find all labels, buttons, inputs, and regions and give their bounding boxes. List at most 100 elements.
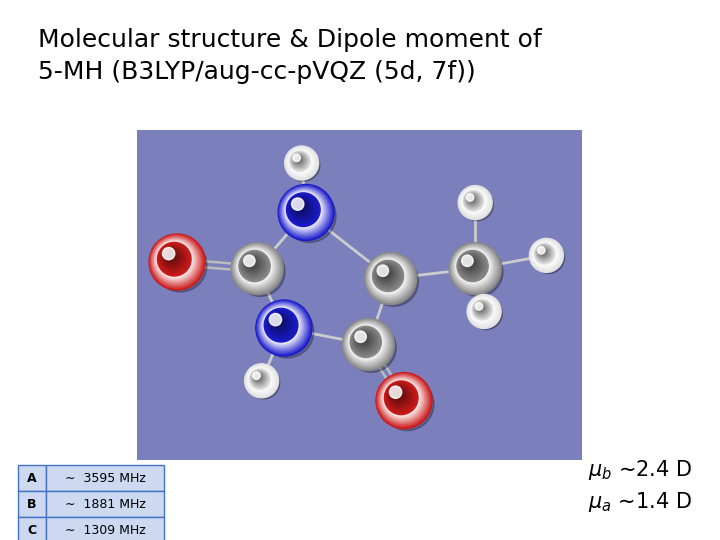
Circle shape — [475, 303, 487, 315]
Circle shape — [464, 191, 482, 210]
Circle shape — [466, 193, 480, 207]
Circle shape — [165, 249, 179, 264]
Circle shape — [292, 198, 311, 218]
Circle shape — [285, 192, 322, 228]
Circle shape — [264, 307, 300, 344]
Circle shape — [294, 155, 304, 165]
Circle shape — [163, 249, 181, 266]
Circle shape — [533, 241, 558, 267]
Circle shape — [243, 254, 264, 275]
Circle shape — [469, 197, 474, 201]
Circle shape — [295, 157, 300, 162]
Circle shape — [385, 382, 416, 413]
Circle shape — [396, 393, 399, 395]
Circle shape — [539, 247, 549, 258]
Circle shape — [295, 201, 306, 213]
Circle shape — [459, 186, 491, 219]
Circle shape — [377, 265, 395, 284]
Text: $\mu_a$ ∼1.4 D: $\mu_a$ ∼1.4 D — [588, 490, 692, 514]
Circle shape — [458, 252, 487, 280]
Circle shape — [248, 368, 272, 392]
Circle shape — [297, 204, 302, 209]
Circle shape — [468, 295, 500, 327]
Circle shape — [469, 197, 473, 200]
Circle shape — [387, 383, 415, 411]
Circle shape — [298, 205, 301, 207]
Circle shape — [451, 245, 498, 292]
Circle shape — [469, 196, 475, 202]
Circle shape — [292, 153, 307, 168]
Circle shape — [479, 306, 482, 309]
Circle shape — [279, 186, 333, 239]
Circle shape — [531, 240, 560, 269]
Circle shape — [352, 328, 378, 354]
Circle shape — [538, 247, 545, 254]
Circle shape — [250, 369, 270, 389]
Circle shape — [289, 196, 315, 221]
Circle shape — [260, 304, 305, 349]
Circle shape — [464, 257, 477, 270]
Circle shape — [251, 370, 268, 387]
Circle shape — [454, 247, 503, 296]
Circle shape — [288, 149, 313, 174]
Circle shape — [354, 330, 375, 351]
Circle shape — [382, 378, 423, 420]
Circle shape — [287, 148, 315, 176]
Circle shape — [267, 312, 292, 337]
Circle shape — [238, 249, 271, 283]
Circle shape — [383, 271, 386, 274]
Circle shape — [460, 253, 483, 276]
Circle shape — [467, 194, 477, 205]
Circle shape — [169, 254, 172, 256]
Circle shape — [394, 390, 402, 399]
Circle shape — [461, 254, 482, 275]
Circle shape — [253, 372, 265, 384]
Circle shape — [472, 300, 492, 320]
Circle shape — [368, 255, 412, 300]
Circle shape — [383, 380, 420, 416]
Circle shape — [247, 366, 274, 394]
Circle shape — [290, 152, 309, 171]
Text: A: A — [27, 471, 37, 484]
Circle shape — [246, 257, 258, 270]
Circle shape — [283, 189, 336, 242]
Circle shape — [459, 187, 490, 218]
Circle shape — [390, 386, 409, 406]
Circle shape — [453, 246, 495, 288]
Circle shape — [471, 298, 495, 322]
Circle shape — [162, 247, 184, 269]
Circle shape — [470, 198, 472, 199]
Circle shape — [235, 247, 285, 296]
Circle shape — [248, 259, 256, 267]
Circle shape — [364, 253, 417, 305]
Circle shape — [241, 252, 267, 278]
Circle shape — [355, 331, 373, 349]
Circle shape — [280, 187, 330, 237]
Circle shape — [291, 152, 308, 170]
Circle shape — [271, 315, 287, 332]
Circle shape — [282, 187, 329, 235]
Circle shape — [266, 310, 294, 339]
Circle shape — [344, 320, 391, 367]
Circle shape — [245, 364, 279, 398]
Circle shape — [384, 381, 418, 415]
Circle shape — [289, 151, 311, 173]
Circle shape — [375, 263, 399, 287]
Bar — [46, 517, 164, 540]
Circle shape — [250, 261, 252, 264]
Text: ∼  3595 MHz: ∼ 3595 MHz — [65, 471, 145, 484]
Circle shape — [289, 151, 310, 172]
Circle shape — [160, 245, 187, 273]
Circle shape — [380, 268, 391, 279]
Circle shape — [243, 255, 255, 267]
Circle shape — [353, 329, 377, 353]
Circle shape — [248, 367, 274, 393]
Circle shape — [381, 377, 434, 430]
Circle shape — [346, 322, 388, 364]
Circle shape — [292, 154, 306, 167]
Circle shape — [158, 242, 191, 276]
Circle shape — [269, 313, 291, 335]
Circle shape — [287, 148, 315, 177]
Circle shape — [465, 193, 480, 208]
Circle shape — [536, 245, 553, 262]
